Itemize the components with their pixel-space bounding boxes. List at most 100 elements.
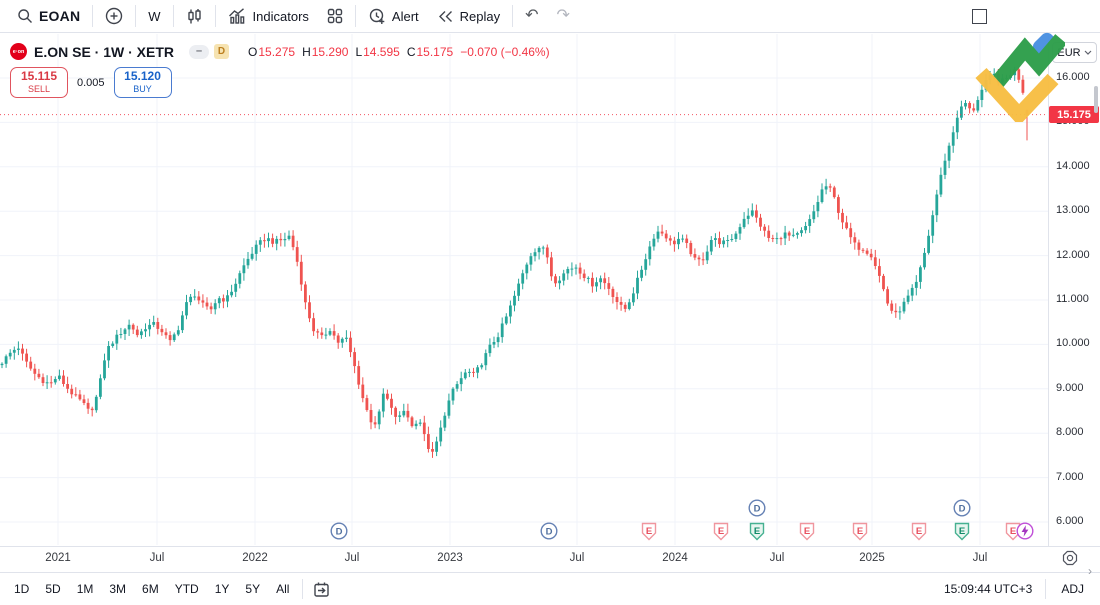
sell-button[interactable]: 15.115 SELL [10,67,68,98]
fullscreen-button[interactable] [972,8,987,24]
open-value: 15.275 [258,44,296,59]
redo-icon: ↷ [556,7,570,24]
dividend-marker[interactable]: D [330,522,348,540]
time-tick-label: 2024 [662,552,688,564]
range-buttons: 1D 5D 1M 3M 6M YTD 1Y 5Y All [6,579,297,599]
price-axis[interactable]: EUR 16.00015.00014.00013.00012.00011.000… [1048,34,1100,571]
adjust-data-toggle[interactable]: ADJ [1061,582,1084,596]
open-label: O [248,44,258,59]
spread-value: 0.005 [77,76,105,89]
range-button-1y[interactable]: 1Y [214,582,230,596]
svg-text:E: E [646,526,652,537]
symbol-name: EOAN [39,8,81,24]
earnings-marker[interactable]: E [911,522,927,541]
redo-button[interactable]: ↷ [548,3,579,29]
earnings-marker[interactable]: E [1005,522,1021,541]
candlestick-icon [187,8,201,23]
indicators-button[interactable]: Indicators [219,3,318,29]
earnings-marker[interactable]: E [852,522,868,541]
search-icon [18,9,32,23]
indicator-visibility-icon[interactable]: – [189,44,210,59]
range-button-all[interactable]: All [276,582,290,596]
range-button-5d[interactable]: 5D [45,582,61,596]
chevron-down-icon [1084,50,1092,55]
dividend-marker[interactable]: D [953,499,971,517]
last-price-label: 15.175 [1049,106,1099,124]
toolbar-divider [92,5,94,27]
close-value: 15.175 [416,44,454,59]
replay-button[interactable]: Replay [428,3,509,29]
low-label: L [355,44,363,59]
earnings-marker[interactable]: E [713,522,729,541]
earnings-marker[interactable]: E [749,522,765,541]
layout-templates-button[interactable] [318,3,352,29]
interval-button[interactable]: W [139,3,169,29]
symbol-title[interactable]: E.ON SE · 1W · XETR [34,43,175,60]
range-button-5y[interactable]: 5Y [245,582,261,596]
price-tick-label: 13.000 [1056,204,1090,217]
undo-button[interactable]: ↶ [516,3,547,29]
scrollbar-thumb[interactable] [1094,86,1098,113]
toolbar-divider [172,5,174,27]
buy-button[interactable]: 15.120 BUY [113,67,172,98]
calendar-goto-icon [314,582,330,597]
svg-text:E: E [959,526,965,537]
latest-event-flash-marker[interactable] [1016,522,1034,540]
bottom-toolbar: 1D 5D 1M 3M 6M YTD 1Y 5Y All 15:09:44 UTC+3 ADJ [0,572,1100,605]
price-tick-label: 7.000 [1056,470,1084,483]
earnings-marker[interactable]: E [799,522,815,541]
chart-legend: e·on E.ON SE · 1W · XETR – D O 15.275 H 15… [10,43,550,98]
price-tick-label: 11.000 [1056,293,1089,305]
toolbar-divider [214,5,216,27]
sell-price: 15.115 [20,69,58,84]
high-value: 15.290 [311,44,349,59]
chart-type-button[interactable] [177,3,212,29]
dividend-marker[interactable]: D [540,522,558,540]
dividend-indicator-pill[interactable]: – D [189,44,230,59]
gear-icon[interactable] [1062,550,1078,566]
svg-text:D: D [546,526,553,537]
time-tick-label: Jul [149,552,165,564]
clock-timestamp[interactable]: 15:09:44 UTC+3 [943,582,1033,596]
go-to-date-button[interactable] [308,576,335,602]
replay-icon [438,10,452,22]
price-chart[interactable] [0,34,1048,546]
svg-text:E: E [804,526,810,537]
price-tick-label: 8.000 [1056,426,1084,439]
time-tick-label: 2022 [242,552,268,564]
price-tick-label: 12.000 [1056,248,1090,261]
earnings-marker[interactable]: E [641,522,657,541]
toolbar-divider [1045,579,1047,599]
time-tick-label: 2021 [45,552,71,564]
alert-button[interactable]: Alert [359,3,428,29]
symbol-search-button[interactable]: EOAN [8,3,89,29]
alert-clock-icon [369,8,385,24]
svg-text:D: D [336,526,343,537]
alert-label: Alert [391,8,419,24]
time-axis[interactable]: 2021 Jul 2022 Jul 2023 Jul 2024 Jul 2025 Jul [0,546,1100,571]
range-button-3m[interactable]: 3M [109,582,127,596]
plus-circle-icon [106,7,123,25]
price-tick-label: 14.000 [1056,159,1090,172]
range-button-6m[interactable]: 6M [142,582,159,596]
range-button-ytd[interactable]: YTD [174,582,199,596]
sell-label: SELL [27,84,51,95]
compare-add-button[interactable] [96,3,132,29]
dividend-marker[interactable]: D [748,499,766,517]
time-tick-label: 2023 [437,552,463,564]
dividend-badge: D [214,44,230,59]
earnings-marker[interactable]: E [954,522,970,541]
indicators-label: Indicators [252,8,309,24]
time-tick-label: Jul [569,552,585,564]
price-tick-label: 10.000 [1056,337,1090,350]
expand-panel-chevron-icon[interactable]: › [1088,564,1092,578]
undo-icon: ↶ [525,7,539,24]
grid-layout-icon [327,8,343,24]
svg-text:E: E [916,526,922,537]
range-button-1m[interactable]: 1M [76,582,94,596]
range-button-1d[interactable]: 1D [14,582,30,596]
currency-selector[interactable]: EUR [1052,42,1097,63]
toolbar-divider [512,5,514,27]
time-tick-label: Jul [769,552,785,564]
close-label: C [406,44,416,59]
